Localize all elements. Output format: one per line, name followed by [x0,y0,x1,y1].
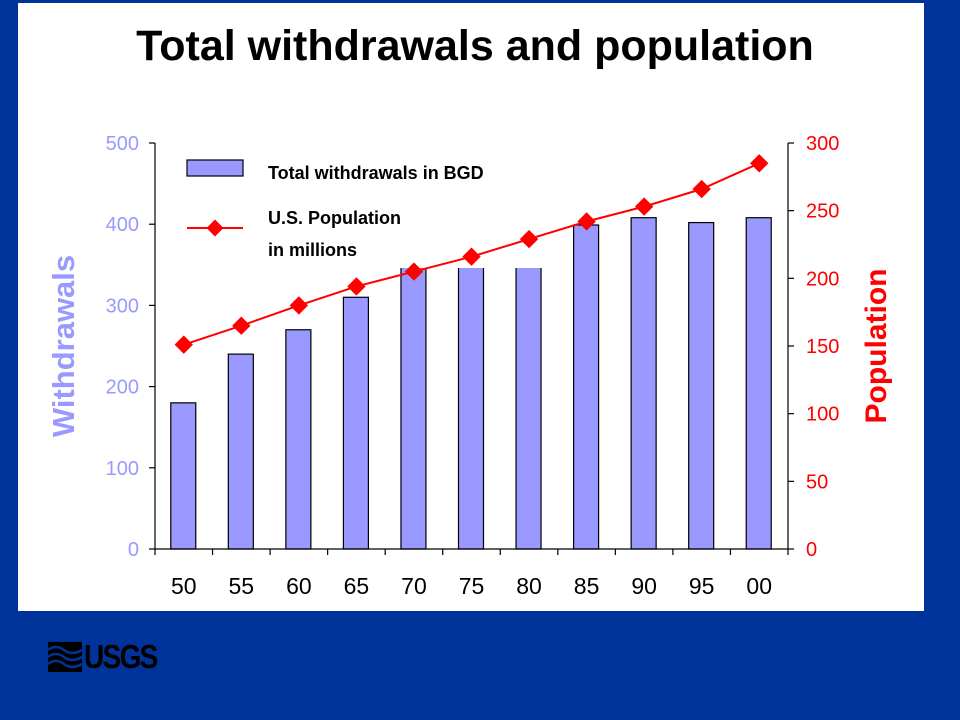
left-tick-label: 400 [106,214,139,236]
bar [745,217,772,550]
right-tick-label: 50 [806,471,828,493]
usgs-wave-icon [48,642,82,672]
x-tick-label: 65 [344,573,370,599]
population-point [232,316,251,335]
slide-title: Total withdrawals and population [136,22,814,70]
left-tick-label: 500 [106,133,139,155]
population-point [347,277,366,296]
population-point [404,262,424,281]
bar [285,329,312,550]
left-tick-label: 0 [128,539,139,561]
population-point [462,247,481,266]
right-tick-label: 200 [806,268,839,290]
legend-line-label: U.S. Population [268,208,401,228]
legend-bar-label: Total withdrawals in BGD [268,163,484,183]
right-tick-label: 150 [806,336,839,358]
usgs-logo-text: USGS [84,638,158,675]
legend-line-label-2: in millions [268,240,357,260]
population-point [519,229,539,249]
right-axis-title: Population [860,269,893,424]
right-tick-label: 250 [806,201,839,223]
left-axis-title: Withdrawals [46,255,81,437]
bar [342,296,370,550]
x-tick-label: 50 [171,573,197,599]
legend-bar-swatch [186,159,244,177]
x-tick-label: 55 [229,573,255,599]
left-tick-label: 300 [106,295,139,317]
x-tick-label: 60 [286,573,312,599]
bar [400,247,427,550]
x-tick-label: 80 [516,573,542,599]
population-point [692,179,711,199]
left-tick-label: 100 [106,458,139,480]
population-point [750,154,769,173]
x-tick-label: 85 [574,573,600,599]
bar [572,224,600,550]
x-tick-label: 00 [746,573,772,599]
bar [630,217,657,550]
left-tick-label: 200 [106,377,139,399]
right-tick-label: 300 [806,133,839,155]
legend-line-marker [206,219,224,237]
x-tick-label: 95 [689,573,715,599]
bar [227,353,254,550]
x-tick-label: 75 [459,573,485,599]
right-tick-label: 100 [806,404,839,426]
population-point [289,296,309,315]
bar [170,402,197,550]
usgs-logo: USGS [48,638,170,675]
x-tick-label: 70 [401,573,427,599]
bar [688,221,715,550]
population-point [577,212,596,231]
population-point [174,335,193,354]
x-tick-label: 90 [631,573,657,599]
population-point [634,197,654,216]
right-tick-label: 0 [806,539,817,561]
